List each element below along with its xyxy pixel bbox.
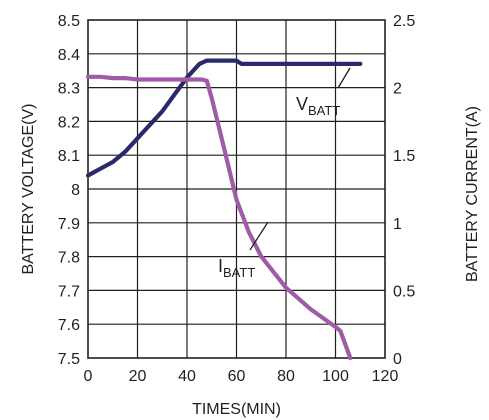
y-right-tick-label: 2: [393, 81, 402, 98]
y-left-tick-label: 8.4: [58, 47, 80, 64]
plot-frame: [87, 19, 386, 359]
y-left-tick-label: 8: [71, 182, 80, 199]
y-right-tick-label: 1.5: [393, 148, 415, 165]
x-axis-title: TIMES(MIN): [192, 401, 281, 418]
x-tick-label: 100: [322, 368, 349, 385]
y-left-tick-label: 8.2: [58, 114, 80, 131]
leader-line-ibatt: [249, 221, 269, 251]
y-left-tick-label: 8.5: [58, 13, 80, 30]
series-leaders: [249, 67, 351, 251]
grid-lines: [88, 20, 385, 358]
y-right-tick-label: 2.5: [393, 13, 415, 30]
x-tick-label: 40: [178, 368, 196, 385]
y-axis-left-title: BATTERY VOLTAGE(V): [20, 104, 37, 275]
series-label-ibatt: IBATT: [218, 256, 255, 280]
y-left-tick-label: 7.8: [58, 250, 80, 267]
y-left-tick-label: 7.6: [58, 317, 80, 334]
y-left-tick-label: 8.3: [58, 81, 80, 98]
y-axis-right-title: BATTERY CURRENT(A): [464, 106, 481, 282]
y-left-tick-label: 7.5: [58, 351, 80, 368]
x-tick-label: 80: [277, 368, 295, 385]
series-lines: [85, 58, 363, 361]
x-tick-label: 120: [372, 368, 399, 385]
x-tick-label: 0: [84, 368, 93, 385]
y-right-tick-label: 0.5: [393, 283, 415, 300]
x-tick-label: 20: [129, 368, 147, 385]
y-left-tick-label: 7.9: [58, 216, 80, 233]
y-right-tick-label: 0: [393, 351, 402, 368]
series-line-vbatt: [85, 58, 363, 178]
x-tick-label: 60: [228, 368, 246, 385]
series-labels: VBATT IBATT: [218, 94, 340, 280]
tick-labels: 0 20 40 60 80 100 1207.57.67.77.87.988.18.28.3…: [58, 13, 416, 385]
series-label-vbatt: VBATT: [296, 94, 340, 118]
y-right-tick-label: 1: [393, 216, 402, 233]
series-line-ibatt: [85, 74, 353, 361]
y-left-tick-label: 7.7: [58, 283, 80, 300]
leader-line-vbatt: [337, 67, 351, 89]
y-left-tick-label: 8.1: [58, 148, 80, 165]
